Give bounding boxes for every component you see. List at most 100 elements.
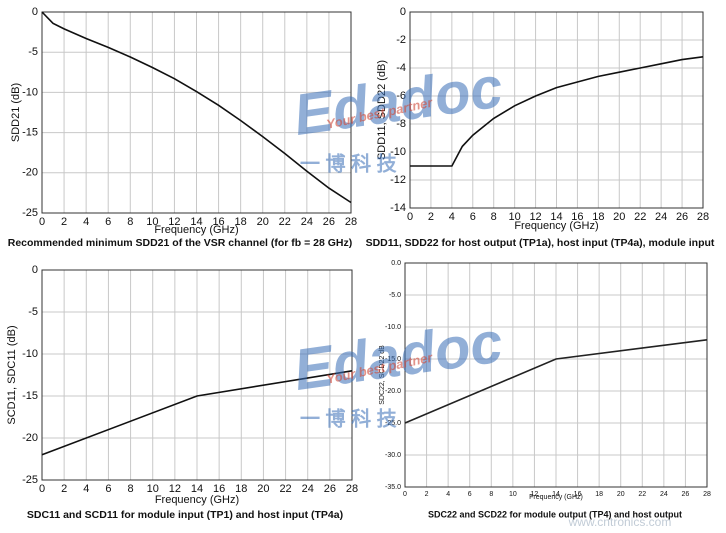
x-tick-label: 2 bbox=[428, 211, 434, 223]
x-tick-label: 16 bbox=[574, 491, 582, 498]
x-tick-label: 4 bbox=[83, 483, 89, 495]
watermark: 一 博 科 技 bbox=[300, 151, 398, 175]
x-tick-label: 4 bbox=[446, 491, 450, 498]
x-tick-label: 12 bbox=[531, 491, 539, 498]
x-tick-label: 20 bbox=[613, 211, 625, 223]
x-tick-label: 6 bbox=[468, 491, 472, 498]
y-tick-label: -20 bbox=[22, 167, 38, 179]
y-tick-label: -20 bbox=[22, 432, 38, 444]
x-tick-label: 2 bbox=[61, 216, 67, 228]
watermark: www.cntronics.com bbox=[568, 515, 672, 529]
y-tick-label: 0.0 bbox=[391, 260, 401, 267]
x-tick-label: 0 bbox=[403, 491, 407, 498]
x-tick-label: 6 bbox=[105, 216, 111, 228]
x-tick-label: 18 bbox=[592, 211, 604, 223]
y-tick-label: 0 bbox=[32, 264, 38, 276]
x-tick-label: 8 bbox=[491, 211, 497, 223]
y-tick-label: -5 bbox=[28, 306, 38, 318]
x-tick-label: 24 bbox=[302, 483, 314, 495]
y-tick-label: -25 bbox=[22, 207, 38, 219]
x-tick-label: 14 bbox=[191, 483, 203, 495]
x-tick-label: 2 bbox=[61, 483, 67, 495]
y-axis-label: SDD21 (dB) bbox=[10, 83, 22, 142]
x-tick-label: 12 bbox=[169, 483, 181, 495]
x-tick-label: 18 bbox=[595, 491, 603, 498]
x-tick-label: 28 bbox=[345, 216, 357, 228]
y-tick-label: -10 bbox=[390, 146, 406, 158]
y-tick-label: -10 bbox=[22, 86, 38, 98]
x-tick-label: 22 bbox=[279, 216, 291, 228]
y-tick-label: -35.0 bbox=[385, 484, 401, 491]
y-tick-label: -5 bbox=[28, 46, 38, 58]
data-line bbox=[404, 339, 708, 424]
y-tick-label: -12 bbox=[390, 174, 406, 186]
plot-frame bbox=[41, 11, 352, 214]
x-tick-label: 22 bbox=[279, 483, 291, 495]
data-line bbox=[410, 56, 704, 167]
y-tick-label: 0 bbox=[32, 6, 38, 18]
y-axis-label: SDC22, SCD22 dB bbox=[379, 345, 386, 405]
y-tick-label: -30.0 bbox=[385, 452, 401, 459]
x-tick-label: 28 bbox=[346, 483, 358, 495]
y-tick-label: -15 bbox=[22, 390, 38, 402]
x-axis-label: Frequency (GHz) bbox=[155, 494, 239, 506]
x-tick-label: 16 bbox=[571, 211, 583, 223]
x-tick-label: 28 bbox=[697, 211, 709, 223]
x-tick-label: 0 bbox=[39, 483, 45, 495]
y-tick-label: -25 bbox=[22, 474, 38, 486]
chart-caption: SDC11 and SCD11 for module input (TP1) a… bbox=[27, 509, 343, 521]
x-tick-label: 24 bbox=[301, 216, 313, 228]
x-tick-label: 6 bbox=[470, 211, 476, 223]
x-tick-label: 14 bbox=[550, 211, 562, 223]
y-tick-label: 0 bbox=[400, 6, 406, 18]
x-tick-label: 4 bbox=[449, 211, 455, 223]
x-tick-label: 16 bbox=[213, 483, 225, 495]
x-tick-label: 8 bbox=[128, 483, 134, 495]
y-tick-label: -10 bbox=[22, 348, 38, 360]
y-axis-label: SCD11, SDC11 (dB) bbox=[6, 325, 18, 424]
x-axis-label: Frequency (GHz) bbox=[514, 220, 598, 232]
y-tick-label: -10.0 bbox=[385, 324, 401, 331]
chart-caption: Recommended minimum SDD21 of the VSR cha… bbox=[8, 237, 353, 249]
x-tick-label: 2 bbox=[425, 491, 429, 498]
x-tick-label: 14 bbox=[552, 491, 560, 498]
y-axis-label: SDD11, SDD22 (dB) bbox=[376, 60, 388, 160]
x-tick-label: 20 bbox=[617, 491, 625, 498]
plot-frame bbox=[404, 262, 708, 488]
x-tick-label: 22 bbox=[634, 211, 646, 223]
x-tick-label: 10 bbox=[147, 483, 159, 495]
x-tick-label: 8 bbox=[127, 216, 133, 228]
x-tick-label: 20 bbox=[257, 216, 269, 228]
x-tick-label: 20 bbox=[257, 483, 269, 495]
plot-frame bbox=[409, 11, 704, 209]
x-tick-label: 12 bbox=[529, 211, 541, 223]
x-tick-label: 26 bbox=[676, 211, 688, 223]
plot-frame bbox=[41, 269, 353, 481]
x-tick-label: 14 bbox=[190, 216, 202, 228]
y-tick-label: -8 bbox=[396, 118, 406, 130]
x-tick-label: 8 bbox=[489, 491, 493, 498]
y-tick-label: -15 bbox=[22, 127, 38, 139]
y-tick-label: -2 bbox=[396, 34, 406, 46]
data-line bbox=[41, 370, 353, 456]
x-tick-label: 12 bbox=[168, 216, 180, 228]
y-tick-label: -6 bbox=[396, 90, 406, 102]
x-tick-label: 28 bbox=[703, 491, 711, 498]
x-tick-label: 4 bbox=[83, 216, 89, 228]
x-tick-label: 10 bbox=[146, 216, 158, 228]
x-tick-label: 26 bbox=[324, 483, 336, 495]
x-tick-label: 26 bbox=[682, 491, 690, 498]
y-tick-label: -5.0 bbox=[389, 292, 401, 299]
x-tick-label: 18 bbox=[235, 216, 247, 228]
x-tick-label: 24 bbox=[660, 491, 668, 498]
chart-caption: SDC22 and SCD22 for module output (TP4) … bbox=[428, 509, 682, 519]
y-tick-label: -14 bbox=[390, 202, 406, 214]
x-tick-label: 6 bbox=[105, 483, 111, 495]
x-tick-label: 10 bbox=[509, 491, 517, 498]
x-axis-label: Frequency (GHz) bbox=[529, 494, 583, 501]
x-axis-label: Frequency (GHz) bbox=[154, 224, 238, 236]
x-tick-label: 10 bbox=[509, 211, 521, 223]
watermark: 一 博 科 技 bbox=[300, 406, 398, 430]
y-tick-label: -4 bbox=[396, 62, 406, 74]
